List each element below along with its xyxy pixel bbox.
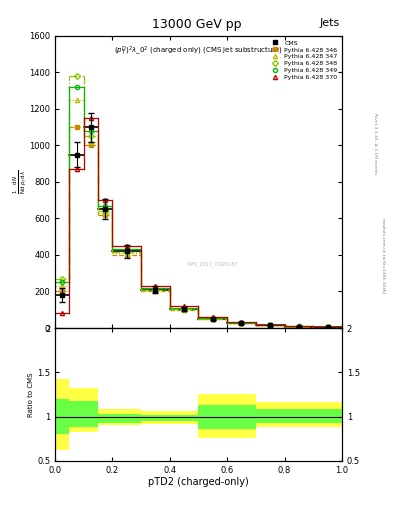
- Pythia 6.428 349: [88, 127, 93, 134]
- Line: Pythia 6.428 347: Pythia 6.428 347: [60, 98, 330, 330]
- CMS: [211, 316, 215, 322]
- Pythia 6.428 347: [74, 97, 79, 103]
- Pythia 6.428 346: [153, 288, 158, 294]
- Pythia 6.428 347: [268, 322, 273, 328]
- CMS: [153, 287, 158, 293]
- Text: CMS_2021_I1920187: CMS_2021_I1920187: [187, 261, 239, 267]
- Pythia 6.428 349: [125, 246, 129, 252]
- Text: Rivet 3.1.10, ≥ 3.1M events: Rivet 3.1.10, ≥ 3.1M events: [373, 113, 377, 174]
- CMS: [60, 292, 64, 298]
- Pythia 6.428 347: [325, 325, 330, 331]
- Pythia 6.428 348: [103, 208, 108, 214]
- Pythia 6.428 349: [182, 305, 187, 311]
- Pythia 6.428 370: [60, 310, 64, 316]
- Pythia 6.428 349: [268, 322, 273, 328]
- Pythia 6.428 370: [297, 323, 301, 329]
- Pythia 6.428 348: [182, 306, 187, 312]
- Line: Pythia 6.428 348: Pythia 6.428 348: [60, 74, 330, 329]
- Pythia 6.428 347: [297, 324, 301, 330]
- Pythia 6.428 370: [125, 243, 129, 249]
- Pythia 6.428 348: [268, 322, 273, 328]
- Line: Pythia 6.428 346: Pythia 6.428 346: [60, 125, 330, 330]
- Pythia 6.428 370: [268, 322, 273, 328]
- CMS: [325, 325, 330, 331]
- Pythia 6.428 348: [74, 73, 79, 79]
- Pythia 6.428 346: [60, 288, 64, 294]
- Pythia 6.428 347: [239, 320, 244, 326]
- Pythia 6.428 346: [88, 142, 93, 148]
- Pythia 6.428 347: [153, 287, 158, 293]
- Pythia 6.428 370: [211, 314, 215, 321]
- Text: $(p_T^D)^2\lambda\_0^2$ (charged only) (CMS jet substructure): $(p_T^D)^2\lambda\_0^2$ (charged only) (…: [114, 45, 283, 58]
- Pythia 6.428 348: [325, 324, 330, 330]
- Pythia 6.428 370: [239, 319, 244, 325]
- Pythia 6.428 347: [182, 306, 187, 312]
- Pythia 6.428 349: [60, 279, 64, 285]
- Pythia 6.428 347: [60, 283, 64, 289]
- CMS: [103, 206, 108, 212]
- Legend: CMS, Pythia 6.428 346, Pythia 6.428 347, Pythia 6.428 348, Pythia 6.428 349, Pyt: CMS, Pythia 6.428 346, Pythia 6.428 347,…: [267, 39, 339, 81]
- Pythia 6.428 347: [211, 316, 215, 322]
- CMS: [125, 248, 129, 254]
- CMS: [88, 124, 93, 130]
- Pythia 6.428 349: [103, 203, 108, 209]
- Pythia 6.428 349: [325, 324, 330, 330]
- X-axis label: pTD2 (charged-only): pTD2 (charged-only): [148, 477, 249, 487]
- Pythia 6.428 349: [211, 315, 215, 322]
- CMS: [268, 322, 273, 328]
- Pythia 6.428 348: [88, 133, 93, 139]
- Pythia 6.428 349: [153, 285, 158, 291]
- Y-axis label: $\frac{1}{\mathrm{N}}\frac{\mathrm{d}N}{\mathrm{d}\,p_T\,\mathrm{d}\lambda}$: $\frac{1}{\mathrm{N}}\frac{\mathrm{d}N}{…: [11, 169, 28, 194]
- Pythia 6.428 346: [74, 124, 79, 130]
- Pythia 6.428 370: [182, 304, 187, 310]
- Text: mcplots.cern.ch [arXiv:1306.3436]: mcplots.cern.ch [arXiv:1306.3436]: [381, 219, 385, 293]
- Pythia 6.428 347: [103, 210, 108, 216]
- Pythia 6.428 348: [297, 324, 301, 330]
- Pythia 6.428 348: [211, 315, 215, 322]
- Pythia 6.428 370: [325, 324, 330, 330]
- Pythia 6.428 346: [325, 325, 330, 331]
- Y-axis label: Ratio to CMS: Ratio to CMS: [28, 372, 34, 417]
- Pythia 6.428 346: [239, 320, 244, 326]
- Text: 13000 GeV pp: 13000 GeV pp: [152, 18, 241, 31]
- Pythia 6.428 346: [182, 307, 187, 313]
- Pythia 6.428 349: [297, 323, 301, 329]
- Pythia 6.428 348: [125, 249, 129, 255]
- Pythia 6.428 346: [297, 324, 301, 330]
- Pythia 6.428 346: [125, 252, 129, 258]
- CMS: [239, 320, 244, 326]
- Pythia 6.428 349: [74, 84, 79, 90]
- Pythia 6.428 347: [88, 139, 93, 145]
- Pythia 6.428 347: [125, 250, 129, 256]
- CMS: [74, 152, 79, 158]
- Pythia 6.428 346: [211, 316, 215, 323]
- Text: Jets: Jets: [320, 18, 340, 28]
- CMS: [182, 306, 187, 312]
- Line: Pythia 6.428 370: Pythia 6.428 370: [60, 116, 330, 329]
- CMS: [297, 324, 301, 330]
- Line: CMS: CMS: [60, 125, 330, 330]
- Pythia 6.428 346: [268, 322, 273, 328]
- Pythia 6.428 346: [103, 212, 108, 218]
- Pythia 6.428 349: [239, 319, 244, 326]
- Pythia 6.428 348: [60, 275, 64, 282]
- Pythia 6.428 370: [88, 115, 93, 121]
- Pythia 6.428 348: [153, 287, 158, 293]
- Pythia 6.428 370: [103, 197, 108, 203]
- Pythia 6.428 370: [74, 166, 79, 172]
- Pythia 6.428 348: [239, 319, 244, 326]
- Pythia 6.428 370: [153, 283, 158, 289]
- Line: Pythia 6.428 349: Pythia 6.428 349: [60, 85, 330, 329]
